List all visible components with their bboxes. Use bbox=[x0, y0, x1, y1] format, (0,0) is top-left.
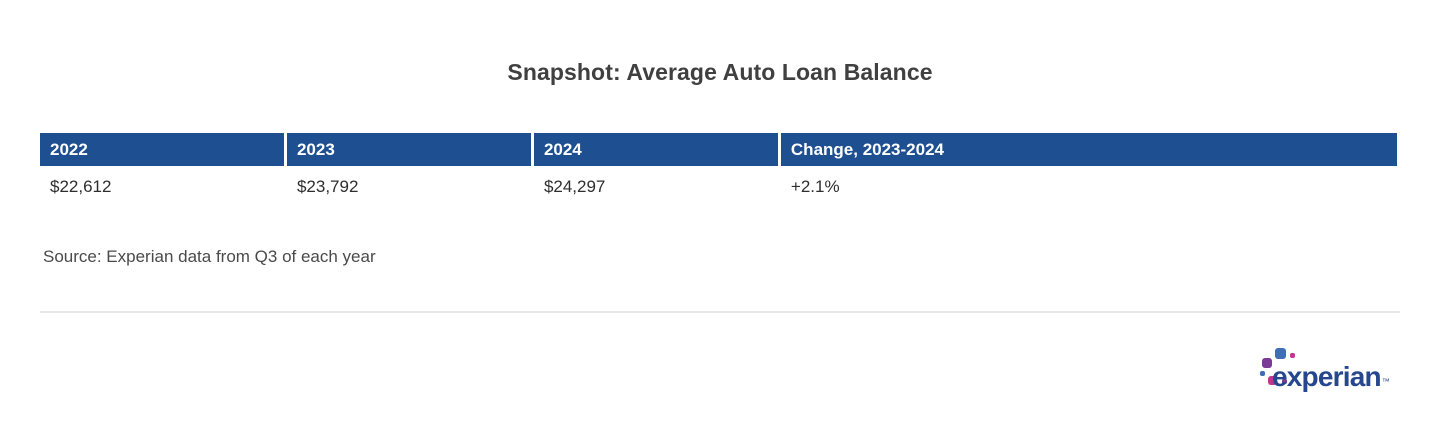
horizontal-divider bbox=[40, 311, 1400, 313]
column-header-change: Change, 2023-2024 bbox=[780, 133, 1397, 166]
column-header-year-1: 2022 bbox=[40, 133, 287, 166]
data-table-container: 2022 2023 2024 Change, 2023-2024 $22,612… bbox=[40, 133, 1397, 197]
logo-dot-blue-large-icon bbox=[1275, 348, 1286, 359]
logo-dot-blue-small-icon bbox=[1260, 371, 1265, 376]
data-table: 2022 2023 2024 Change, 2023-2024 $22,612… bbox=[40, 133, 1397, 197]
logo-dot-purple-small-icon bbox=[1282, 379, 1287, 384]
column-header-year-3: 2024 bbox=[533, 133, 781, 166]
page-title: Snapshot: Average Auto Loan Balance bbox=[507, 59, 933, 85]
logo-dot-magenta-medium-icon bbox=[1268, 376, 1277, 385]
table-cell-balance-2023: $23,792 bbox=[296, 177, 359, 196]
logo-dot-purple-large-icon bbox=[1262, 358, 1272, 368]
experian-logo: experian™ bbox=[1258, 344, 1398, 400]
logo-dot-magenta-small-icon bbox=[1290, 353, 1295, 358]
table-header-row: 2022 2023 2024 Change, 2023-2024 bbox=[40, 133, 1397, 166]
table-cell-change: +2.1% bbox=[790, 177, 840, 196]
trademark-symbol: ™ bbox=[1381, 377, 1390, 386]
table-row: $22,612 $23,792 $24,297 +2.1% bbox=[40, 166, 1397, 197]
experian-wordmark: experian™ bbox=[1272, 361, 1390, 392]
source-attribution: Source: Experian data from Q3 of each ye… bbox=[43, 247, 376, 266]
table-cell-balance-2024: $24,297 bbox=[543, 177, 606, 196]
table-cell-balance-2022: $22,612 bbox=[50, 177, 112, 196]
column-header-year-2: 2023 bbox=[286, 133, 534, 166]
